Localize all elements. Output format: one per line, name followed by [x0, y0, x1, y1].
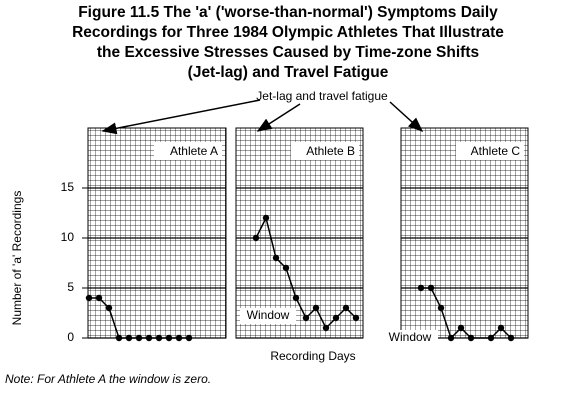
panel-grid: [400, 127, 529, 339]
chart-title: Figure 11.5 The 'a' ('worse-than-normal'…: [78, 4, 498, 21]
window-label: Window: [389, 330, 432, 344]
panel-label: Athlete C: [471, 144, 521, 158]
annotation-arrows: [101, 99, 424, 135]
panel-label: Athlete A: [170, 144, 218, 158]
data-point: [467, 334, 475, 342]
data-point: [145, 334, 153, 342]
data-point: [125, 334, 133, 342]
chart-title: (Jet-lag) and Travel Fatigue: [188, 64, 389, 81]
data-point: [352, 314, 360, 322]
x-axis-label: Recording Days: [270, 349, 355, 363]
data-point: [302, 314, 310, 322]
y-tick-label: 10: [61, 230, 75, 244]
data-point: [312, 304, 320, 312]
chart-title: Recordings for Three 1984 Olympic Athlet…: [72, 24, 504, 41]
data-point: [85, 294, 93, 302]
annotation: Jet-lag and travel fatigue: [256, 89, 388, 103]
data-point: [292, 294, 300, 302]
data-point: [437, 304, 445, 312]
data-point: [105, 304, 113, 312]
data-point: [457, 324, 465, 332]
window-label: Window: [247, 308, 290, 322]
data-point: [282, 264, 290, 272]
y-tick-label: 0: [67, 330, 74, 344]
panel-label-bg: [154, 142, 222, 160]
data-point: [262, 214, 270, 222]
data-point: [95, 294, 103, 302]
data-point: [497, 324, 505, 332]
data-point: [487, 334, 495, 342]
panel-grid: [235, 127, 364, 339]
data-point: [447, 334, 455, 342]
chart-title: the Excessive Stresses Caused by Time-zo…: [97, 44, 479, 61]
data-point: [417, 284, 425, 292]
data-point: [427, 284, 435, 292]
data-point: [332, 314, 340, 322]
y-tick-label: 15: [61, 180, 75, 194]
data-point: [342, 304, 350, 312]
data-point: [155, 334, 163, 342]
data-point: [272, 254, 280, 262]
data-point: [507, 334, 515, 342]
panel-grid: [87, 127, 227, 339]
y-tick-label: 5: [67, 280, 74, 294]
panel-label-bg: [291, 142, 359, 160]
data-point: [175, 334, 183, 342]
data-point: [252, 234, 260, 242]
data-point: [322, 324, 330, 332]
data-point: [135, 334, 143, 342]
panel-label: Athlete B: [306, 144, 355, 158]
note: Note: For Athlete A the window is zero.: [5, 372, 211, 386]
window-label-bg: [382, 330, 438, 346]
y-axis-label: Number of 'a' Recordings: [10, 191, 24, 326]
data-point: [165, 334, 173, 342]
data-point: [115, 334, 123, 342]
window-label-bg: [240, 308, 296, 324]
panel-label-bg: [456, 142, 524, 160]
data-point: [185, 334, 193, 342]
